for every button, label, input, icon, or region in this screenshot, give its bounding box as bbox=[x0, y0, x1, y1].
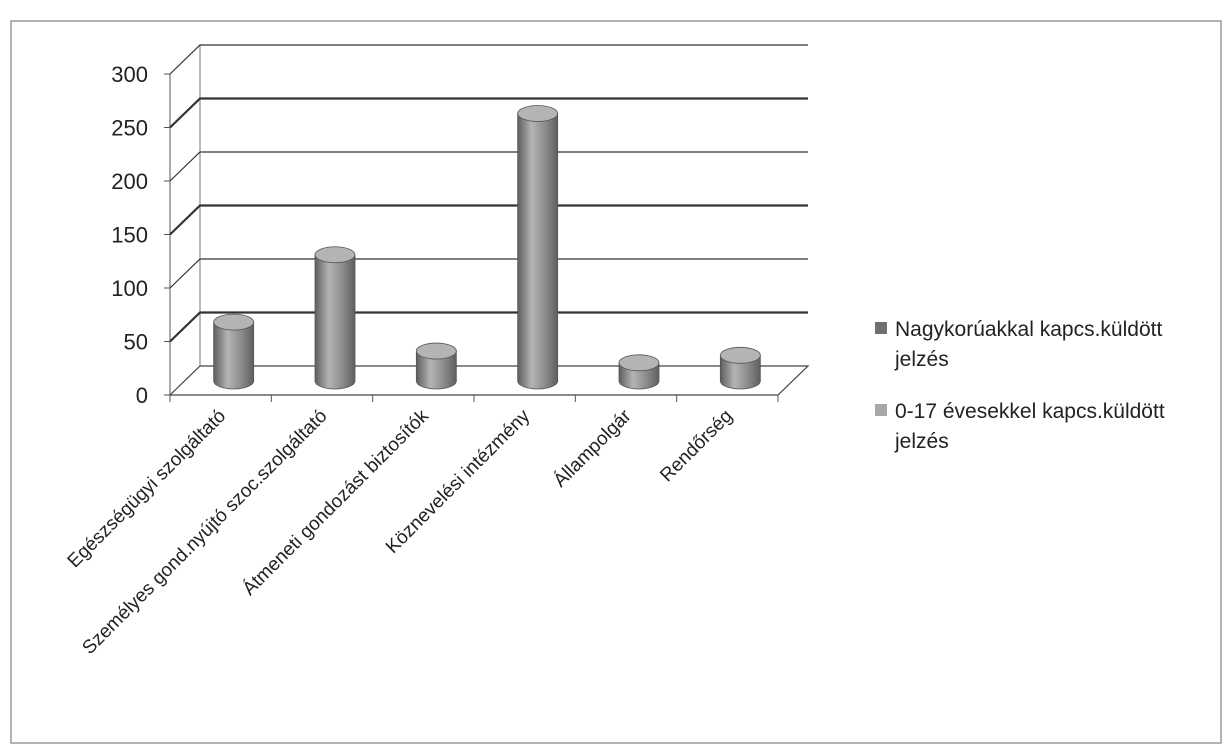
bar-body bbox=[314, 254, 356, 390]
bar bbox=[719, 346, 761, 390]
y-tick-label: 100 bbox=[111, 276, 148, 301]
legend-label-wrap: jelzés bbox=[894, 430, 949, 453]
gridline bbox=[169, 258, 808, 289]
x-tick-label: Átmeneti gondozást biztosítók bbox=[239, 405, 433, 599]
gridline bbox=[169, 311, 808, 343]
legend-swatch-series-2 bbox=[875, 404, 887, 416]
x-tick-label: Rendőrség bbox=[656, 406, 737, 487]
y-tick-label: 0 bbox=[136, 383, 148, 408]
bar-body bbox=[415, 350, 457, 390]
x-tick-label: Egészségügyi szolgáltató bbox=[64, 406, 230, 572]
y-axis-ticks: 0 50 100 150 200 250 300 bbox=[111, 62, 170, 408]
legend: Nagykorúakkal kapcs.küldött jelzés 0-17 … bbox=[875, 318, 1171, 453]
floor-plane bbox=[168, 365, 810, 396]
bar-top bbox=[517, 105, 559, 122]
legend-label-series-2-text: 0-17 évesekkel kapcs.küldött bbox=[895, 400, 1165, 423]
y-tick-label: 200 bbox=[111, 169, 148, 194]
legend-label-series-1: Nagykorúakkal kapcs.küldött jelzés bbox=[894, 318, 1168, 371]
gridline bbox=[169, 204, 808, 236]
chart-frame bbox=[10, 20, 1222, 744]
bar-body bbox=[213, 321, 255, 390]
bar-top bbox=[213, 313, 255, 331]
gridlines bbox=[169, 44, 808, 343]
bar-top bbox=[719, 346, 761, 364]
gridline bbox=[169, 97, 808, 129]
legend-label-series-2: 0-17 évesekkel kapcs.küldött jelzés bbox=[894, 400, 1171, 453]
bar-body bbox=[517, 113, 559, 390]
y-tick-label: 300 bbox=[111, 62, 148, 87]
legend-label-wrap: jelzés bbox=[894, 348, 949, 371]
x-tick-label: Állampolgár bbox=[550, 405, 636, 491]
y-tick-label: 50 bbox=[124, 330, 148, 355]
bar-top bbox=[618, 354, 660, 372]
y-tick-label: 250 bbox=[111, 116, 148, 141]
bar-body bbox=[719, 354, 761, 390]
y-tick-label: 150 bbox=[111, 223, 148, 248]
bar bbox=[415, 342, 457, 390]
legend-label-series-1-text: Nagykorúakkal kapcs.küldött bbox=[895, 318, 1162, 341]
bar bbox=[618, 354, 660, 390]
bar bbox=[517, 105, 559, 390]
bars bbox=[213, 105, 761, 390]
bar-top bbox=[415, 342, 457, 360]
gridline bbox=[169, 151, 808, 182]
bar bbox=[314, 246, 356, 390]
bar-top bbox=[314, 246, 356, 264]
gridline bbox=[169, 44, 808, 75]
floor bbox=[168, 365, 810, 396]
legend-swatch-series-1 bbox=[875, 322, 887, 334]
bar bbox=[213, 313, 255, 390]
